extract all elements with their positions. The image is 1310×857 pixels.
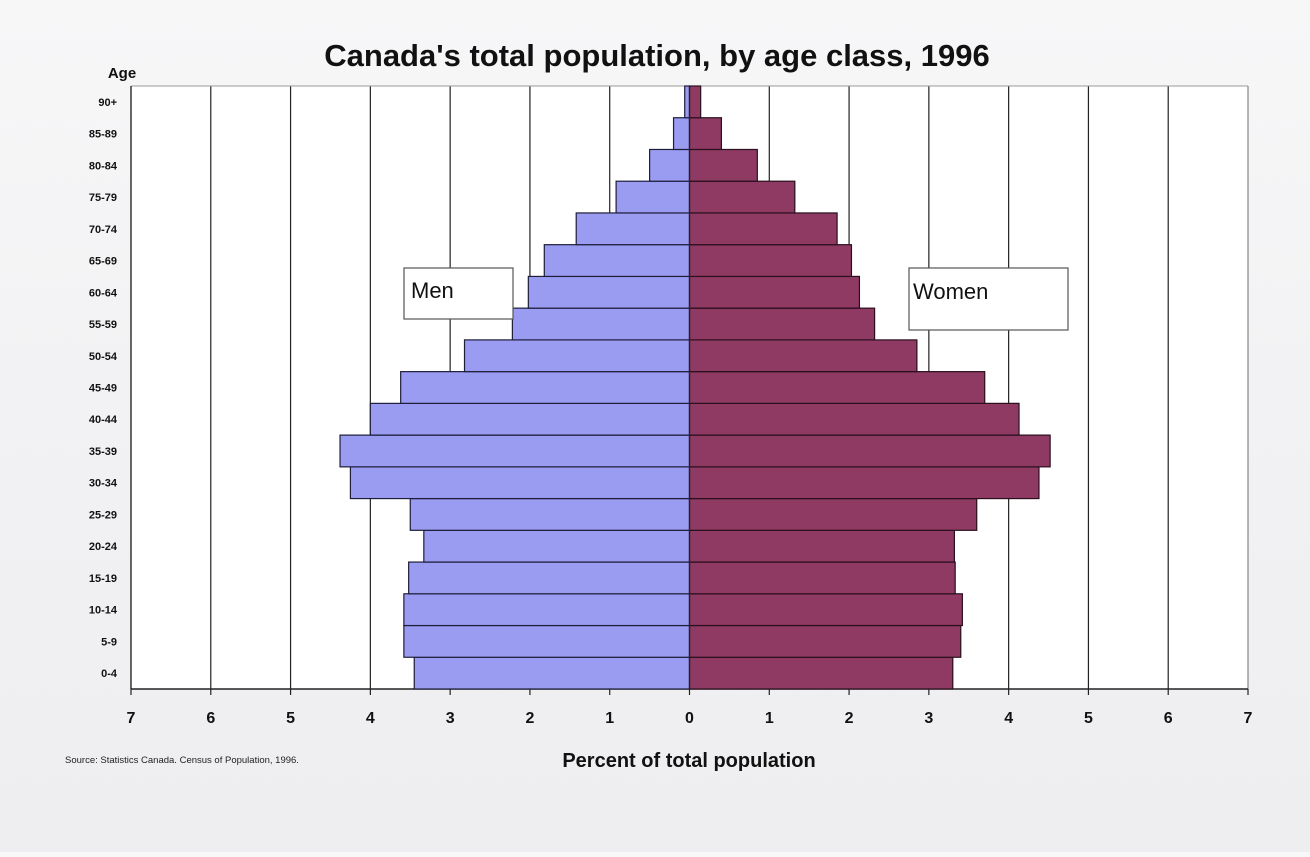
- bar-men: [463, 339, 691, 373]
- x-axis-label: Percent of total population: [562, 750, 815, 772]
- y-tick-label: 25-29: [89, 509, 117, 521]
- bar-men: [511, 307, 691, 341]
- chart-title: Canada's total population, by age class,…: [324, 38, 989, 73]
- bar-women: [688, 212, 838, 246]
- y-tick-label: 0-4: [101, 668, 118, 680]
- bar-women: [688, 466, 1040, 500]
- bar-men: [400, 371, 691, 404]
- bar-women: [688, 497, 978, 531]
- x-tick-label: 3: [924, 710, 933, 727]
- y-tick-label: 80-84: [89, 160, 118, 172]
- bar-men: [403, 624, 691, 658]
- y-tick-label: 50-54: [89, 351, 118, 363]
- bar-women: [688, 339, 918, 373]
- y-tick-label: 30-34: [89, 478, 118, 490]
- x-tick-label: 1: [605, 710, 614, 727]
- bar-men: [527, 275, 691, 309]
- x-tick-label: 1: [765, 710, 774, 727]
- bar-men: [408, 561, 691, 595]
- bar-men: [413, 656, 691, 690]
- x-tick-label: 7: [127, 710, 136, 727]
- bar-men: [369, 402, 691, 436]
- y-tick-labels: 0-4 5-9 10-14 15-19 20-24 25-29 30-34 35-39 40-4…: [89, 97, 118, 680]
- y-axis-label: Age: [108, 65, 136, 82]
- bar-men: [409, 497, 691, 531]
- y-tick-label: 5-9: [101, 636, 117, 648]
- x-tick-label: 5: [286, 710, 295, 727]
- x-tick-label: 2: [525, 710, 534, 727]
- y-tick-label: 85-89: [89, 129, 117, 141]
- bar-women: [688, 371, 986, 404]
- bar-women: [688, 180, 796, 214]
- x-tick-label: 4: [366, 710, 375, 727]
- x-tick-label: 2: [845, 710, 854, 727]
- y-tick-label: 65-69: [89, 256, 117, 268]
- bar-women: [688, 307, 876, 341]
- y-tick-label: 15-19: [89, 573, 117, 585]
- x-tick-label: 0: [685, 710, 694, 727]
- y-tick-label: 60-64: [89, 287, 118, 299]
- bar-women: [688, 117, 723, 151]
- legend-women: Women: [908, 267, 1069, 331]
- x-tick-labels: 7 6 5 4 3 2 1 0 1 2 3 4 5 6 7: [127, 710, 1253, 727]
- source-note: Source: Statistics Canada. Census of Pop…: [65, 755, 299, 766]
- bar-men: [615, 180, 691, 214]
- x-tick-label: 6: [1164, 710, 1173, 727]
- y-tick-label: 90+: [98, 97, 117, 109]
- legend-women-label: Women: [913, 279, 988, 304]
- y-tick-label: 55-59: [89, 319, 117, 331]
- legend-men-box: [403, 267, 514, 320]
- bar-men: [575, 212, 691, 246]
- bars-group: [339, 85, 1051, 690]
- y-tick-label: 20-24: [89, 541, 118, 553]
- bar-men: [403, 593, 691, 627]
- bar-men: [672, 117, 691, 151]
- bar-women: [688, 402, 1020, 436]
- bar-women: [688, 85, 702, 119]
- bar-women: [688, 244, 853, 278]
- bar-men: [349, 466, 691, 500]
- y-tick-label: 35-39: [89, 446, 117, 458]
- legend-women-box: [908, 267, 1069, 331]
- bar-women: [688, 561, 956, 595]
- bar-women: [688, 529, 955, 563]
- y-tick-label: 40-44: [89, 414, 118, 426]
- bar-women: [688, 434, 1051, 468]
- bar-men: [649, 148, 691, 182]
- bar-women: [688, 624, 962, 658]
- y-tick-label: 70-74: [89, 224, 118, 236]
- y-tick-label: 45-49: [89, 383, 117, 395]
- bar-women: [688, 656, 954, 690]
- bar-women: [688, 593, 963, 627]
- bar-men: [423, 529, 691, 563]
- x-tick-label: 5: [1084, 710, 1093, 727]
- x-tick-label: 3: [446, 710, 455, 727]
- legend-men-label: Men: [411, 278, 454, 303]
- x-tick-label: 7: [1244, 710, 1253, 727]
- y-tick-label: 10-14: [89, 605, 118, 617]
- bar-men: [684, 85, 691, 119]
- legend-men: Men: [403, 267, 514, 320]
- bar-men: [543, 244, 691, 278]
- bar-women: [688, 275, 861, 309]
- x-tick-label: 6: [206, 710, 215, 727]
- x-tick-label: 4: [1004, 710, 1013, 727]
- bar-men: [339, 434, 691, 468]
- y-tick-label: 75-79: [89, 192, 117, 204]
- bar-women: [688, 148, 758, 182]
